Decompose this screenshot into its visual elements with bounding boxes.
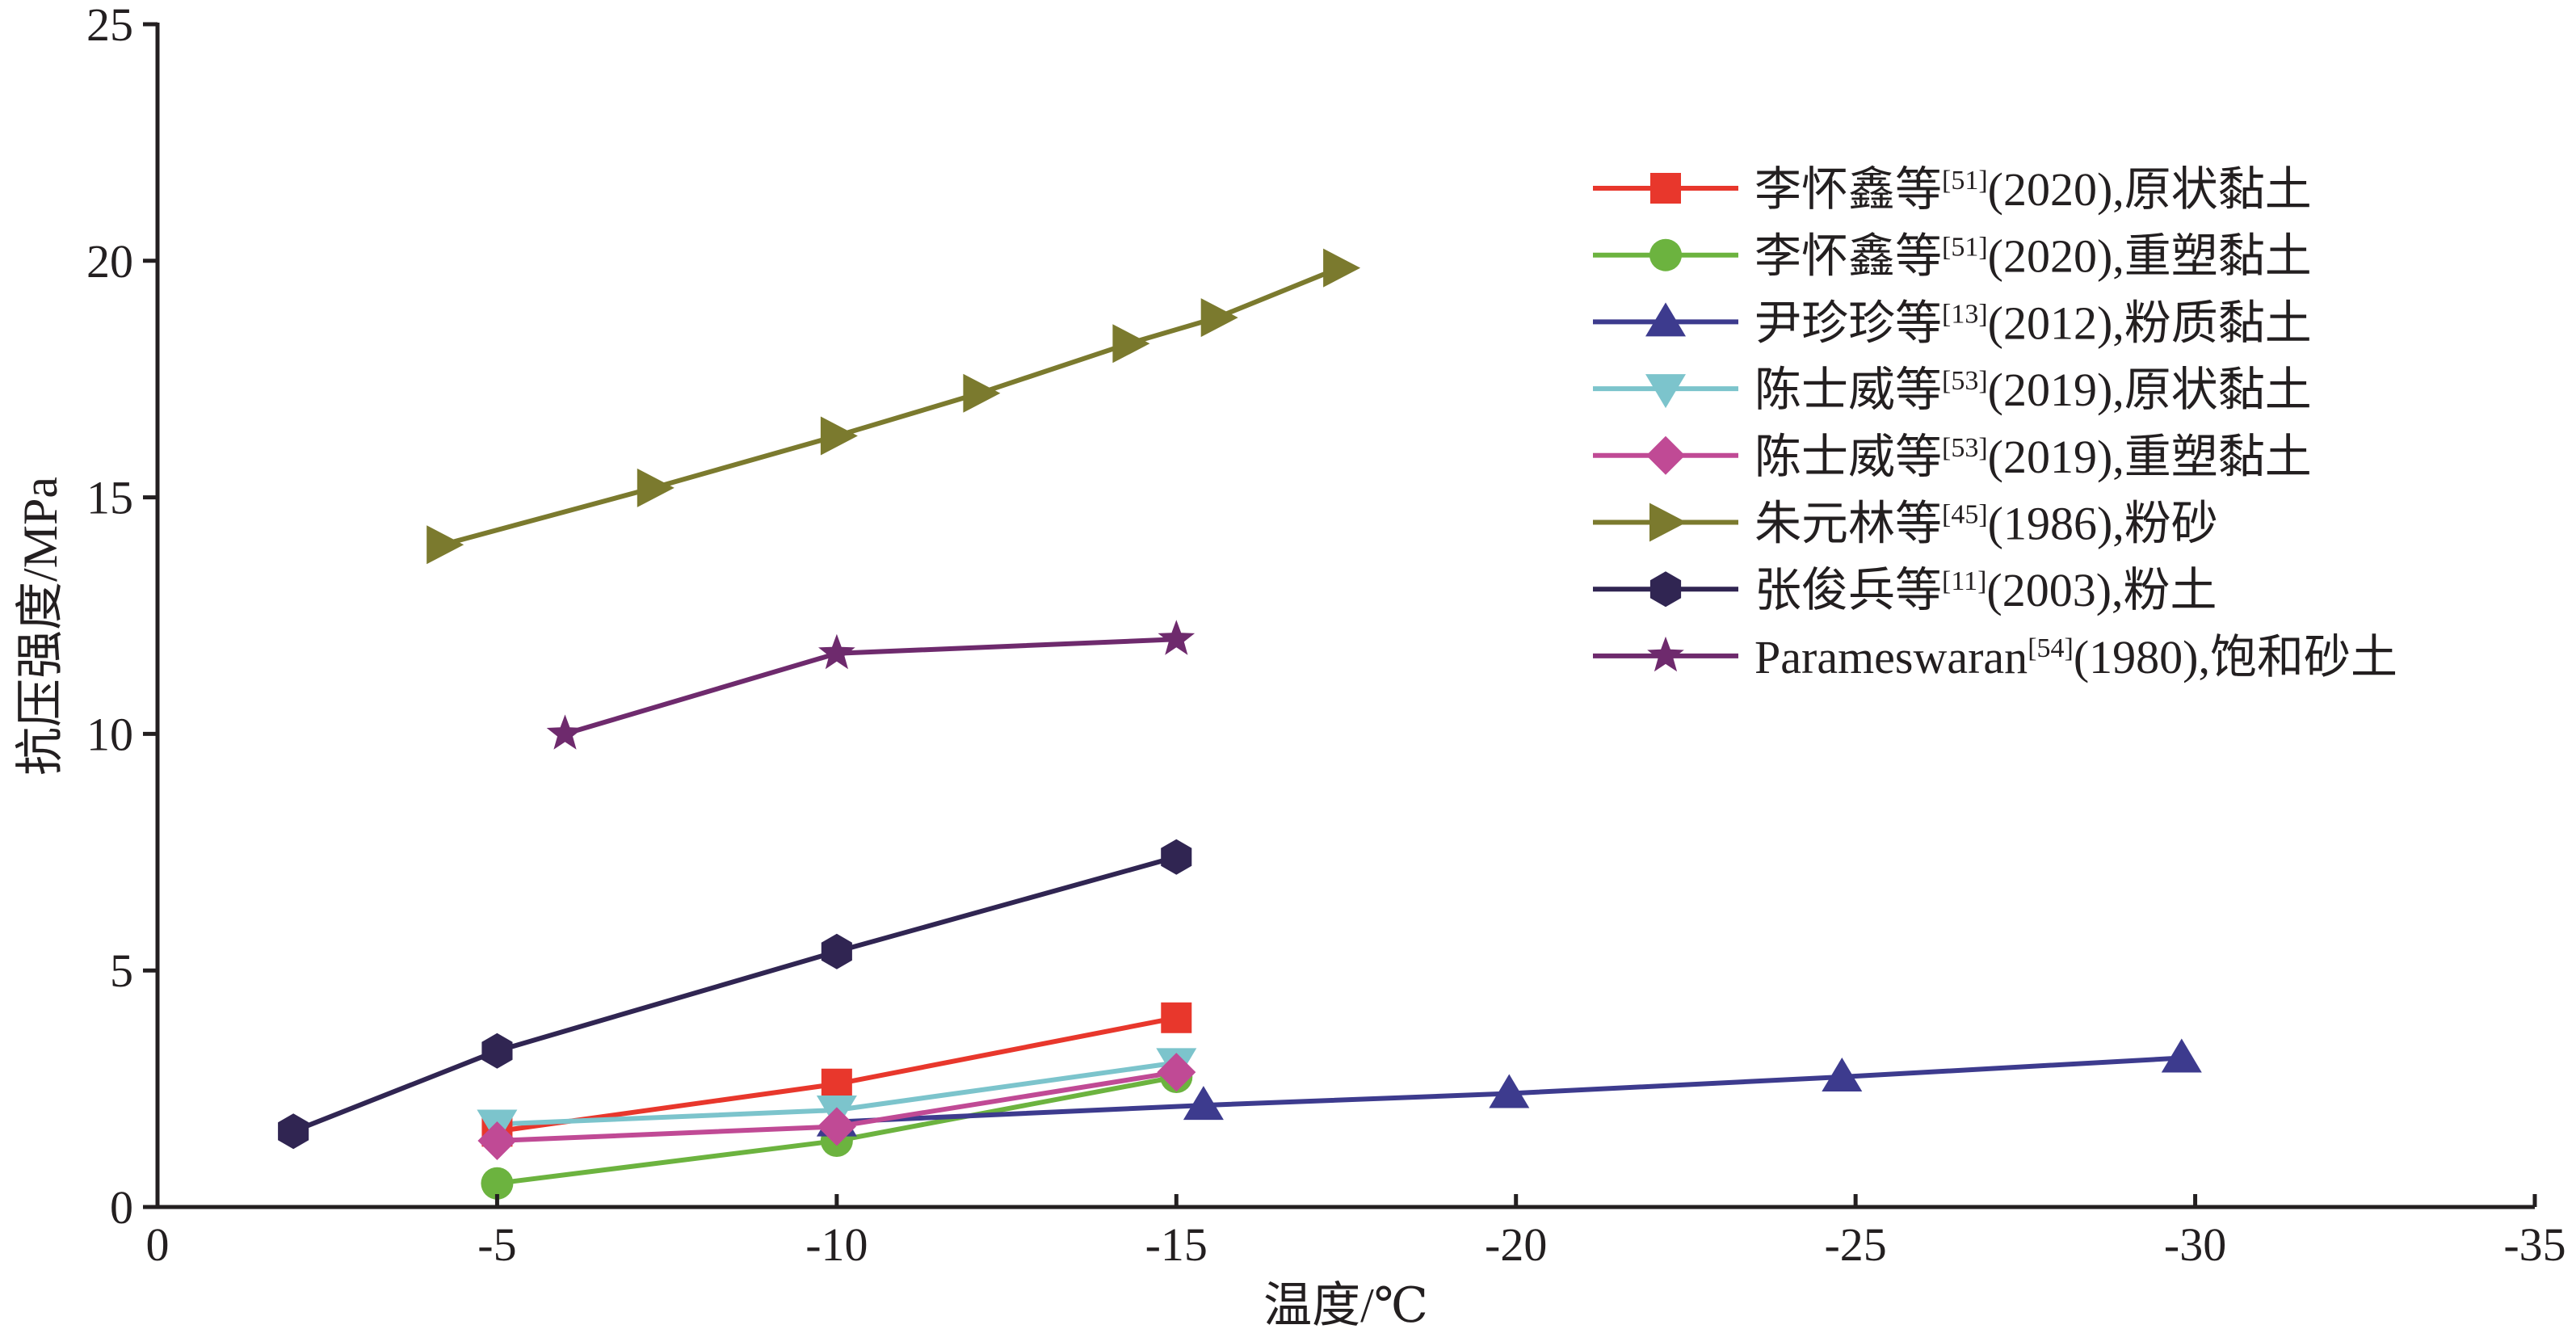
legend-item: 朱元林等[45](1986),粉砂 xyxy=(1593,498,2218,550)
data-point xyxy=(278,1113,309,1150)
legend-item: 李怀鑫等[51](2020),重塑黏土 xyxy=(1593,230,2312,283)
legend-label: 李怀鑫等[51](2020),重塑黏土 xyxy=(1754,230,2312,283)
y-tick-label: 5 xyxy=(110,944,133,997)
data-point xyxy=(1157,1053,1196,1092)
x-tick-label: -10 xyxy=(805,1218,868,1271)
data-point xyxy=(820,416,858,456)
legend-marker xyxy=(1649,571,1682,608)
data-point xyxy=(963,373,1001,413)
data-point xyxy=(637,468,674,507)
data-point xyxy=(477,1121,517,1160)
data-point xyxy=(1200,298,1238,338)
x-tick-label: -30 xyxy=(2164,1218,2226,1271)
legend-label: 陈士威等[53](2019),重塑黏土 xyxy=(1754,431,2312,483)
data-point xyxy=(1158,620,1196,655)
data-point xyxy=(1183,1086,1224,1121)
series-markers xyxy=(278,248,2202,1200)
data-point xyxy=(1161,1002,1192,1033)
data-point xyxy=(1822,1058,1863,1091)
legend-label: 朱元林等[45](1986),粉砂 xyxy=(1754,498,2218,550)
data-point xyxy=(818,633,855,670)
data-point xyxy=(546,714,584,750)
legend-marker xyxy=(1649,503,1687,542)
y-tick-label: 20 xyxy=(86,235,133,288)
y-axis-ticks: 0 5 10 15 20 25 xyxy=(86,0,158,1234)
data-point xyxy=(817,1107,856,1146)
legend-item: 陈士威等[53](2019),原状黏土 xyxy=(1593,364,2312,416)
data-point xyxy=(481,1032,513,1069)
legend-label: Parameswaran[54](1980),饱和砂土 xyxy=(1754,631,2397,683)
legend-marker xyxy=(1646,435,1685,475)
y-tick-label: 10 xyxy=(86,708,133,760)
data-point xyxy=(2161,1038,2202,1073)
legend: 李怀鑫等[51](2020),原状黏土李怀鑫等[51](2020),重塑黏土尹珍… xyxy=(1593,163,2397,683)
data-point xyxy=(481,1167,514,1200)
legend-label: 李怀鑫等[51](2020),原状黏土 xyxy=(1754,163,2312,216)
legend-marker xyxy=(1645,302,1686,337)
legend-item: 李怀鑫等[51](2020),原状黏土 xyxy=(1593,163,2312,216)
x-axis-title: 温度/℃ xyxy=(1263,1279,1428,1329)
y-tick-label: 25 xyxy=(86,0,133,51)
legend-item: Parameswaran[54](1980),饱和砂土 xyxy=(1593,631,2397,683)
data-point xyxy=(821,1068,852,1100)
legend-item: 陈士威等[53](2019),重塑黏土 xyxy=(1593,431,2312,483)
legend-label: 陈士威等[53](2019),原状黏土 xyxy=(1754,364,2312,416)
data-point xyxy=(1161,839,1192,875)
x-tick-label: -35 xyxy=(2503,1218,2565,1271)
x-tick-label: -5 xyxy=(477,1218,516,1271)
data-point xyxy=(1112,324,1150,364)
data-point xyxy=(821,933,852,969)
x-tick-label: 0 xyxy=(146,1218,170,1271)
x-tick-label: -25 xyxy=(1824,1218,1886,1271)
legend-item: 张俊兵等[11](2003),粉土 xyxy=(1593,564,2217,616)
y-tick-label: 0 xyxy=(110,1181,133,1234)
x-axis-ticks: 0 -5 -10 -15 -20 -25 -30 -35 xyxy=(146,1194,2566,1271)
series-line-6 xyxy=(292,854,1178,1134)
legend-marker xyxy=(1647,636,1684,672)
data-point xyxy=(427,525,464,565)
legend-item: 尹珍珍等[13](2012),粉质黏土 xyxy=(1593,297,2312,349)
legend-label: 张俊兵等[11](2003),粉土 xyxy=(1754,564,2217,616)
series-line-7 xyxy=(564,637,1177,737)
y-axis-title: 抗压强度/MPa xyxy=(14,477,67,776)
x-tick-label: -20 xyxy=(1485,1218,1547,1271)
legend-marker xyxy=(1649,238,1682,271)
legend-label: 尹珍珍等[13](2012),粉质黏土 xyxy=(1754,297,2312,349)
data-point xyxy=(1489,1074,1530,1108)
legend-marker xyxy=(1650,173,1681,204)
data-point xyxy=(1323,248,1361,288)
x-tick-label: -15 xyxy=(1145,1218,1208,1271)
y-tick-label: 15 xyxy=(86,472,133,524)
legend-marker xyxy=(1645,374,1686,409)
